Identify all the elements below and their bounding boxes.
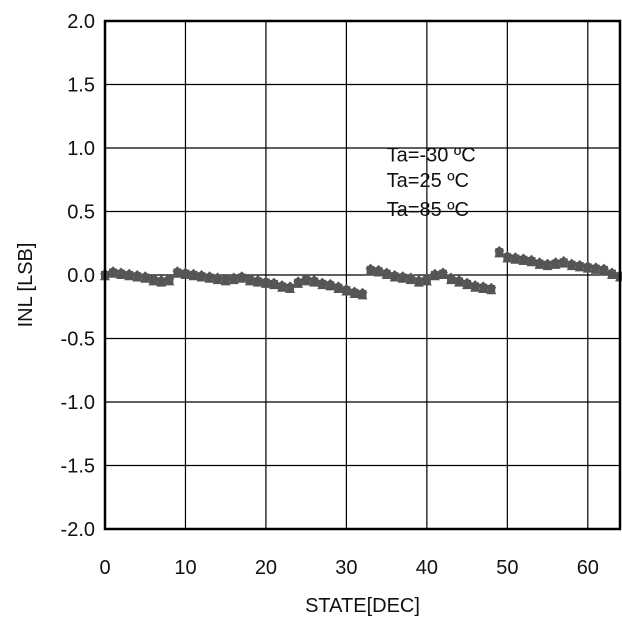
y-tick-labels: 2.0 1.5 1.0 0.5 0.0 -0.5 -1.0 -1.5 -2.0 [61, 11, 95, 541]
data-point [108, 266, 119, 277]
data-point [397, 271, 408, 282]
data-point [502, 250, 513, 261]
data-point [140, 271, 151, 282]
data-point [301, 273, 312, 284]
y-tick-label: 0.5 [67, 202, 95, 224]
y-tick-label: 1.0 [67, 138, 95, 160]
data-point [228, 272, 239, 283]
plot-frame [103, 19, 622, 531]
data-point [285, 281, 296, 292]
data-point [116, 267, 127, 278]
data-point [405, 272, 416, 283]
data-point [180, 267, 191, 278]
data-point [510, 252, 521, 263]
data-point [164, 273, 175, 284]
temperature-annotations: Ta=-30 ºC Ta=25 ºC Ta=85 ºC [387, 144, 476, 221]
annotation-label: Ta=-30 ºC [387, 144, 476, 166]
data-markers [100, 245, 622, 300]
annotation-label: Ta=85 ºC [387, 199, 469, 221]
data-point [188, 268, 199, 279]
data-point [478, 281, 489, 292]
data-point [389, 270, 400, 280]
y-tick-label: -0.5 [61, 329, 95, 351]
data-point [462, 277, 473, 288]
data-point [268, 277, 279, 288]
x-axis-label: STATE[DEC] [305, 595, 420, 617]
data-point [252, 275, 263, 286]
x-tick-label: 0 [99, 557, 110, 579]
data-point [212, 272, 223, 283]
y-tick-label: -1.5 [61, 456, 95, 478]
x-tick-label: 20 [255, 557, 277, 579]
data-point [124, 268, 135, 279]
annotation-label: Ta=25 ºC [387, 170, 469, 192]
x-tick-label: 60 [577, 557, 599, 579]
x-tick-label: 50 [496, 557, 518, 579]
y-tick-label: 2.0 [67, 11, 95, 33]
data-point [421, 273, 432, 284]
data-point [148, 273, 159, 284]
data-point [598, 263, 609, 274]
data-point [349, 286, 360, 297]
data-point [196, 270, 207, 280]
data-point [325, 278, 336, 289]
data-point [470, 280, 481, 291]
data-point [542, 258, 553, 269]
x-tick-label: 40 [416, 557, 438, 579]
data-point [309, 275, 320, 286]
data-point [293, 276, 304, 287]
data-point [132, 270, 143, 280]
data-point [172, 266, 183, 277]
data-point [590, 262, 601, 273]
data-point [373, 264, 384, 275]
data-point [333, 281, 344, 292]
y-tick-label: 0.0 [67, 265, 95, 287]
data-point [574, 259, 585, 270]
data-point [277, 280, 288, 291]
x-tick-label: 30 [335, 557, 357, 579]
data-point [582, 261, 593, 272]
data-point [244, 273, 255, 284]
x-tick-label: 10 [174, 557, 196, 579]
data-point [454, 275, 465, 286]
data-point [518, 253, 529, 264]
x-tick-labels: 0 10 20 30 40 50 60 [99, 557, 599, 579]
data-point [486, 282, 497, 293]
y-tick-label: -2.0 [61, 519, 95, 541]
data-point [566, 258, 577, 269]
data-point [341, 283, 352, 294]
data-point [413, 275, 424, 286]
data-point [437, 267, 448, 278]
data-point [534, 257, 545, 268]
data-point [357, 287, 368, 298]
data-point [317, 277, 328, 288]
y-axis-label: INL [LSB] [15, 243, 37, 328]
y-tick-label: 1.5 [67, 75, 95, 97]
data-point [606, 267, 617, 278]
data-point [236, 271, 247, 282]
data-point [446, 272, 457, 283]
data-point [494, 245, 505, 256]
data-point [156, 275, 167, 286]
data-point [220, 273, 231, 284]
data-point [558, 256, 569, 267]
data-point [381, 267, 392, 278]
data-point [550, 257, 561, 268]
grid-lines [105, 21, 620, 529]
data-point [429, 268, 440, 279]
data-point [204, 271, 215, 282]
y-tick-label: -1.0 [61, 392, 95, 414]
data-point [260, 276, 271, 287]
data-point [526, 254, 537, 265]
data-point [365, 263, 376, 274]
